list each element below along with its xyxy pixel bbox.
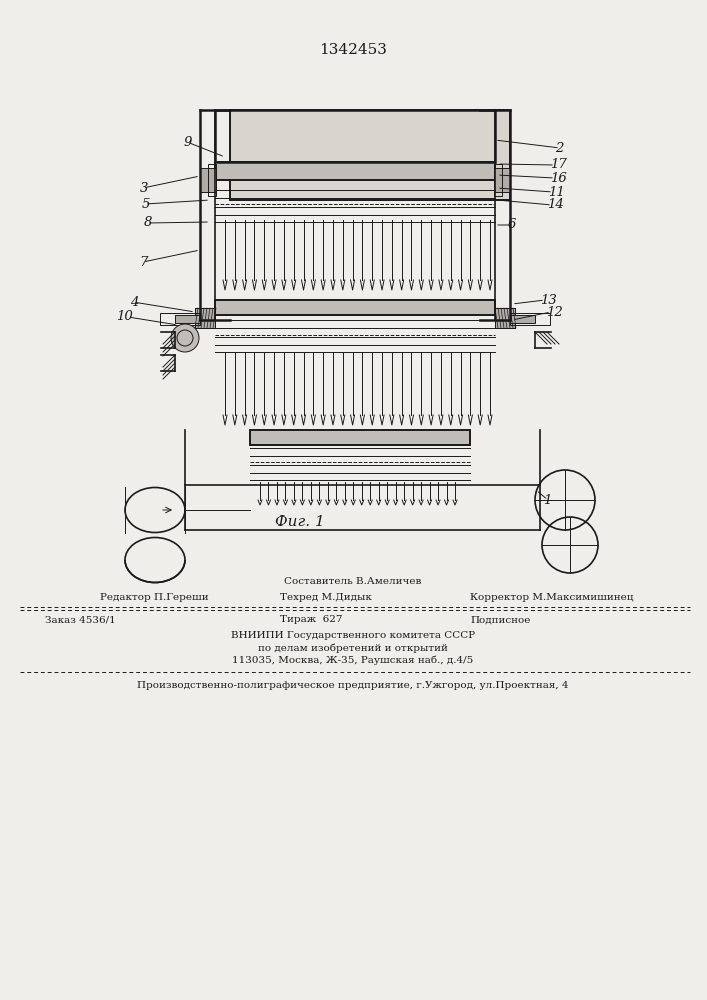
- Text: 11: 11: [548, 186, 565, 198]
- Bar: [495, 308, 515, 328]
- Bar: [230, 110, 510, 200]
- Text: 13: 13: [540, 294, 556, 306]
- Text: 5: 5: [141, 198, 150, 211]
- Bar: [215, 300, 495, 315]
- Text: 10: 10: [116, 310, 133, 324]
- Text: Редактор П.Гереши: Редактор П.Гереши: [100, 593, 209, 602]
- Bar: [215, 162, 495, 180]
- Text: Корректор М.Максимишинец: Корректор М.Максимишинец: [470, 593, 633, 602]
- Bar: [510, 315, 535, 323]
- Text: 1: 1: [543, 493, 551, 506]
- Bar: [215, 110, 495, 162]
- Bar: [230, 110, 510, 200]
- Text: Составитель В.Амеличев: Составитель В.Амеличев: [284, 578, 421, 586]
- Text: 9: 9: [184, 135, 192, 148]
- Text: 7: 7: [139, 255, 148, 268]
- Text: 12: 12: [546, 306, 563, 318]
- Bar: [208, 164, 216, 196]
- Bar: [510, 313, 550, 325]
- Text: ВНИИПИ Государственного комитета СССР: ВНИИПИ Государственного комитета СССР: [231, 632, 475, 641]
- Text: Техред М.Дидык: Техред М.Дидык: [280, 593, 372, 602]
- Bar: [175, 315, 200, 323]
- Bar: [494, 168, 510, 192]
- Bar: [160, 313, 200, 325]
- Bar: [494, 164, 502, 196]
- Text: Производственно-полиграфическое предприятие, г.Ужгород, ул.Проектная, 4: Производственно-полиграфическое предприя…: [137, 680, 568, 690]
- Text: 6: 6: [508, 219, 516, 232]
- Bar: [495, 308, 515, 328]
- Text: Заказ 4536/1: Заказ 4536/1: [45, 615, 116, 624]
- Text: Подписное: Подписное: [470, 615, 530, 624]
- Text: 2: 2: [555, 141, 563, 154]
- Text: 113035, Москва, Ж-35, Раушская наб., д.4/5: 113035, Москва, Ж-35, Раушская наб., д.4…: [233, 655, 474, 665]
- Text: 1342453: 1342453: [319, 43, 387, 57]
- Bar: [215, 300, 495, 315]
- Bar: [250, 430, 470, 445]
- Bar: [195, 308, 215, 328]
- Bar: [250, 430, 470, 445]
- Text: 8: 8: [144, 217, 152, 230]
- Text: 17: 17: [550, 158, 567, 172]
- Text: 14: 14: [547, 198, 563, 212]
- Text: 16: 16: [550, 172, 567, 184]
- Bar: [195, 308, 215, 328]
- Text: 4: 4: [129, 296, 138, 308]
- Text: 3: 3: [139, 182, 148, 194]
- Bar: [200, 168, 216, 192]
- Text: по делам изобретений и открытий: по делам изобретений и открытий: [258, 643, 448, 653]
- Circle shape: [171, 324, 199, 352]
- Text: Тираж  627: Тираж 627: [280, 615, 342, 624]
- Text: Фиг. 1: Фиг. 1: [275, 515, 325, 529]
- Bar: [215, 162, 495, 180]
